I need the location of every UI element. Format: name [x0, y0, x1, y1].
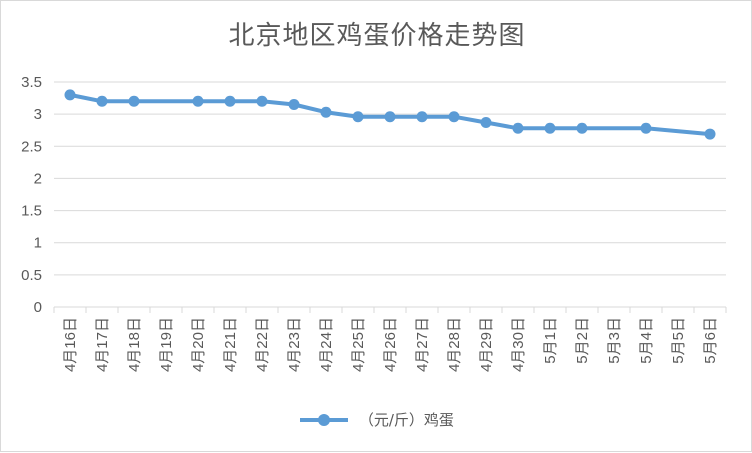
- x-tick-label: 4月28日: [446, 317, 463, 372]
- y-tick-label: 0.5: [21, 267, 42, 284]
- y-tick-label: 3: [34, 106, 42, 123]
- x-tick-label: 4月18日: [126, 317, 143, 372]
- x-tick-label: 4月21日: [222, 317, 239, 372]
- data-point: [128, 95, 140, 107]
- chart-title: 北京地区鸡蛋价格走势图: [228, 21, 526, 51]
- legend-marker: [300, 413, 349, 426]
- x-tick-label: 5月2日: [574, 317, 591, 364]
- x-tick-label: 4月27日: [414, 317, 431, 372]
- x-tick-label: 5月3日: [606, 317, 623, 364]
- data-point: [704, 128, 716, 140]
- data-point: [416, 111, 428, 123]
- x-tick-label: 4月19日: [158, 317, 175, 372]
- data-point: [448, 111, 460, 123]
- data-point: [544, 122, 556, 134]
- x-tick-label: 5月4日: [638, 317, 655, 364]
- x-tick-label: 4月22日: [254, 317, 271, 372]
- y-tick-label: 0: [34, 299, 42, 316]
- data-point: [96, 95, 108, 107]
- data-point: [640, 122, 652, 134]
- y-tick-label: 2.5: [21, 138, 42, 155]
- data-point: [512, 122, 524, 134]
- x-tick-label: 4月23日: [286, 317, 303, 372]
- y-tick-label: 1: [34, 235, 42, 252]
- data-point: [256, 95, 268, 107]
- x-tick-label: 5月6日: [702, 317, 719, 364]
- data-point: [288, 99, 300, 110]
- x-tick-label: 5月5日: [670, 317, 687, 364]
- x-tick-label: 4月16日: [62, 317, 79, 372]
- y-tick-label: 3.5: [21, 74, 42, 91]
- x-tick-label: 4月17日: [94, 317, 111, 372]
- x-tick-label: 4月29日: [478, 317, 495, 372]
- legend: （元/斤）鸡蛋: [1, 409, 752, 430]
- x-tick-label: 4月26日: [382, 317, 399, 372]
- data-point: [224, 95, 236, 107]
- data-point: [320, 106, 332, 118]
- data-point: [192, 95, 204, 107]
- legend-label: （元/斤）鸡蛋: [358, 411, 454, 429]
- x-tick-label: 5月1日: [542, 317, 559, 364]
- data-point: [352, 111, 364, 123]
- x-tick-label: 4月20日: [190, 317, 207, 372]
- data-point: [384, 111, 396, 123]
- x-tick-label: 4月25日: [350, 317, 367, 372]
- data-point: [480, 117, 492, 128]
- x-tick-label: 4月24日: [318, 317, 335, 372]
- data-point: [576, 122, 588, 134]
- data-point: [64, 89, 76, 101]
- y-tick-label: 1.5: [21, 203, 42, 220]
- x-tick-label: 4月30日: [510, 317, 527, 372]
- y-tick-label: 2: [34, 170, 42, 187]
